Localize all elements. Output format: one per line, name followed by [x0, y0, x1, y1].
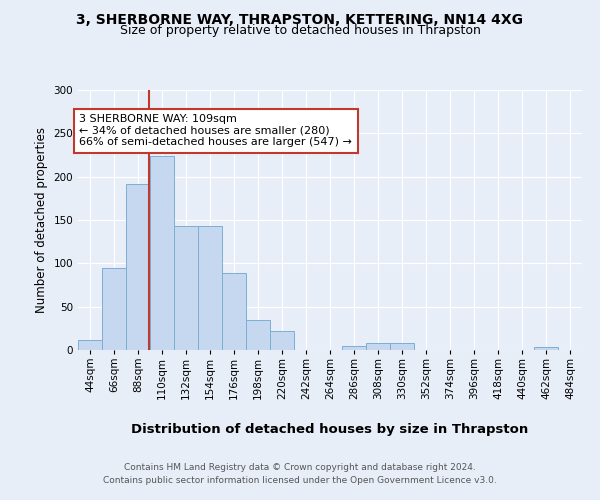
Bar	[222, 273, 246, 350]
Bar	[150, 156, 174, 350]
Bar	[390, 343, 414, 350]
Bar	[534, 348, 558, 350]
Bar	[270, 331, 294, 350]
Text: Contains HM Land Registry data © Crown copyright and database right 2024.: Contains HM Land Registry data © Crown c…	[124, 462, 476, 471]
Text: Size of property relative to detached houses in Thrapston: Size of property relative to detached ho…	[119, 24, 481, 37]
Bar	[342, 346, 366, 350]
Bar	[366, 343, 390, 350]
Bar	[174, 226, 198, 350]
Bar	[102, 268, 126, 350]
Text: Distribution of detached houses by size in Thrapston: Distribution of detached houses by size …	[131, 422, 529, 436]
Text: 3, SHERBORNE WAY, THRAPSTON, KETTERING, NN14 4XG: 3, SHERBORNE WAY, THRAPSTON, KETTERING, …	[77, 12, 523, 26]
Text: 3 SHERBORNE WAY: 109sqm
← 34% of detached houses are smaller (280)
66% of semi-d: 3 SHERBORNE WAY: 109sqm ← 34% of detache…	[79, 114, 352, 148]
Bar	[126, 184, 150, 350]
Bar	[78, 340, 102, 350]
Y-axis label: Number of detached properties: Number of detached properties	[35, 127, 48, 313]
Text: Contains public sector information licensed under the Open Government Licence v3: Contains public sector information licen…	[103, 476, 497, 485]
Bar	[198, 226, 222, 350]
Bar	[246, 320, 270, 350]
